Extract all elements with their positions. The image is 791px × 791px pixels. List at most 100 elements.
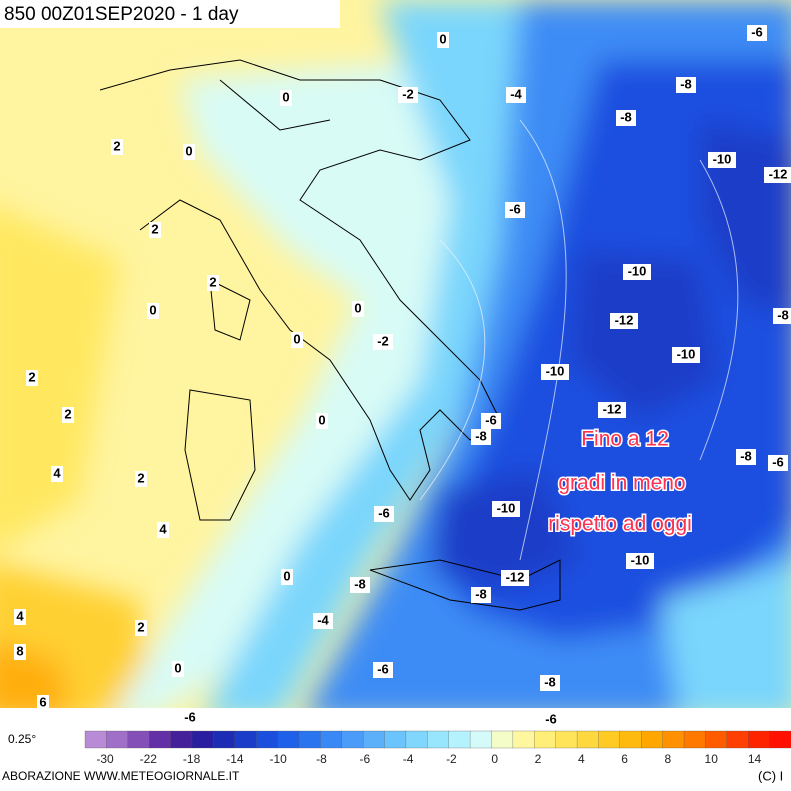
colorbar-cell: [106, 730, 129, 749]
colorbar-tick-label: 0: [491, 752, 498, 766]
colorbar-tick-label: -8: [316, 752, 327, 766]
title: 850 00Z01SEP2020 - 1 day: [4, 4, 239, 25]
contour-label: -12: [615, 312, 634, 327]
colorbar-tick-label: -10: [270, 752, 288, 766]
label-box: [373, 334, 393, 350]
colorbar-cell: [619, 730, 642, 749]
label-box: [149, 222, 161, 238]
colorbar-tick-label: -4: [403, 752, 414, 766]
colorbar-cell: [149, 730, 172, 749]
contour-label: 2: [137, 619, 144, 634]
label-box: [281, 569, 293, 585]
contour-label: -8: [475, 586, 487, 601]
label-box: [623, 264, 651, 280]
label-box: [172, 661, 184, 677]
colorbar-cell: [84, 730, 108, 749]
label-box: [541, 364, 569, 380]
contour-label: -10: [546, 363, 565, 378]
label-box: [676, 77, 696, 93]
label-box: [773, 308, 791, 324]
colorbar-tick-label: -6: [359, 752, 370, 766]
colorbar-tick-label: -2: [446, 752, 457, 766]
contour-label: 2: [151, 221, 158, 236]
colorbar-cell: [662, 730, 685, 749]
label-box: [135, 620, 147, 636]
label-box: [37, 695, 49, 711]
contour-label: 0: [293, 331, 300, 346]
colorbar-cell: [298, 730, 321, 749]
contour-label: 2: [64, 406, 71, 421]
colorbar-cell: [213, 730, 236, 749]
colorbar-tick-label: 14: [748, 752, 762, 766]
label-box: [62, 407, 74, 423]
colorbar-cell: [170, 730, 193, 749]
colorbar-cell: [705, 730, 728, 749]
contour-label: -10: [677, 346, 696, 361]
footer-left: ABORAZIONE WWW.METEOGIORNALE.IT: [2, 769, 240, 783]
colorbar-cell: [427, 730, 450, 749]
label-box: [672, 347, 700, 363]
label-box: [492, 501, 520, 517]
colorbar-tick-label: -30: [96, 752, 114, 766]
contour-label: -6: [184, 709, 196, 724]
contour-label: -10: [713, 151, 732, 166]
contour-label: -8: [475, 428, 487, 443]
title-box: [0, 0, 340, 28]
contour-label: -8: [740, 448, 752, 463]
contour-label: -8: [680, 76, 692, 91]
contour-label: -4: [317, 612, 329, 627]
annotation-line: Fino a 12: [581, 428, 669, 451]
label-box: [147, 303, 159, 319]
label-box: [437, 32, 449, 48]
contour-label: 4: [53, 465, 61, 480]
label-box: [183, 144, 195, 160]
contour-label: 4: [16, 608, 24, 623]
colorbar-cell: [191, 730, 215, 749]
colorbar-cell: [555, 730, 578, 749]
contour-label: 0: [174, 660, 181, 675]
contour-label: -6: [772, 454, 784, 469]
contour-label: -2: [377, 333, 389, 348]
label-box: [207, 275, 219, 291]
contours: [419, 119, 739, 561]
label-box: [540, 675, 560, 691]
colorbar-tick-label: -14: [226, 752, 244, 766]
colorbar-cell: [448, 730, 471, 749]
map-field: [0, 0, 791, 708]
resolution: 0.25°: [8, 732, 36, 746]
colorbar-cell: [277, 730, 300, 749]
colorbar-cell: [341, 730, 364, 749]
colorbar-cell: [491, 730, 514, 749]
label-box: [291, 332, 303, 348]
contour-label: -6: [545, 711, 557, 726]
contour-label: 2: [113, 138, 120, 153]
contour-label: -12: [506, 569, 525, 584]
contour-label: -6: [751, 24, 763, 39]
colorbar: -30 -22 -18 -14 -10 -8 -6 -4 -2 0 2 4 6 8 10 14: [84, 730, 791, 766]
colorbar-tick-label: -22: [140, 752, 158, 766]
label-box: [708, 152, 736, 168]
label-box: [313, 613, 333, 629]
contour-label: -6: [485, 412, 497, 427]
label-box: [111, 139, 123, 155]
contour-label: 0: [185, 143, 192, 158]
contour-label: 2: [28, 369, 35, 384]
label-box: [135, 471, 147, 487]
contour-label: 0: [283, 568, 290, 583]
label-box: [610, 313, 638, 329]
contour-label: 6: [39, 694, 46, 709]
contour-label: -12: [769, 166, 788, 181]
colorbar-tick-label: 8: [665, 752, 672, 766]
label-box: [764, 167, 791, 183]
contour-label: -10: [631, 552, 650, 567]
contour-label: -10: [628, 263, 647, 278]
contour-label: -4: [510, 86, 522, 101]
contour-label: -10: [497, 500, 516, 515]
contour-label: 8: [16, 643, 23, 658]
colorbar-cell: [641, 730, 664, 749]
colorbar-cell: [726, 730, 749, 749]
contour-label: -6: [509, 201, 521, 216]
label-box: [352, 301, 364, 317]
colorbar-cell: [769, 730, 791, 749]
